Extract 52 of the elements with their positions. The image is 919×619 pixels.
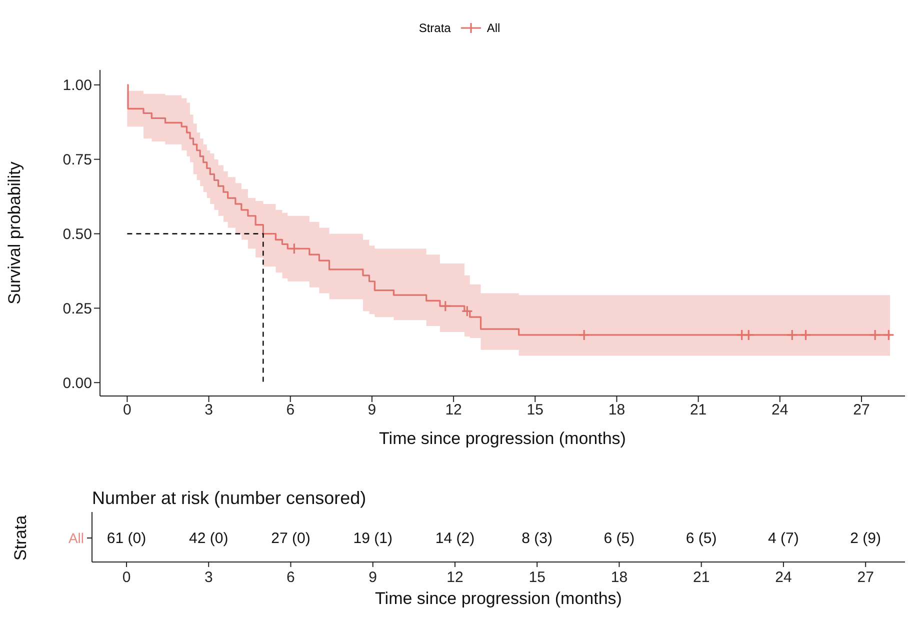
x-tick-label: 9 xyxy=(368,402,376,419)
x-tick-label: 0 xyxy=(123,402,132,419)
y-axis-title: Strata xyxy=(11,514,30,561)
x-tick-label: 9 xyxy=(368,569,378,586)
x-tick-label: 24 xyxy=(772,402,788,419)
y-tick-label: 0.75 xyxy=(62,152,92,169)
text: 61 (0) xyxy=(106,530,146,547)
x-tick-label: 0 xyxy=(122,569,131,586)
text: 19 (1) xyxy=(353,530,392,547)
point xyxy=(461,305,473,317)
point xyxy=(742,329,754,341)
text: 4 (7) xyxy=(768,530,799,547)
text: 6 (5) xyxy=(686,530,717,547)
legend-label: All xyxy=(486,21,500,35)
y-axis-title: Survival probability xyxy=(5,161,24,304)
x-tick-label: 21 xyxy=(692,569,710,586)
text: 8 (3) xyxy=(522,530,553,547)
x-tick-label: 15 xyxy=(528,569,546,586)
x-tick-label: 27 xyxy=(853,402,870,419)
point xyxy=(786,329,798,341)
x-tick-label: 18 xyxy=(610,569,628,586)
point xyxy=(578,329,590,341)
point xyxy=(869,329,881,341)
x-axis-title: Time since progression (months) xyxy=(375,589,622,608)
text: 27 (0) xyxy=(271,530,310,547)
y-tick-label: All xyxy=(68,530,84,546)
text: 6 (5) xyxy=(604,530,635,547)
x-tick-label: 6 xyxy=(286,569,295,586)
x-tick-label: 12 xyxy=(446,569,464,586)
y-tick-label: 0.50 xyxy=(62,226,92,244)
y-tick-label: 1.00 xyxy=(62,77,92,94)
y-tick-label: 0.25 xyxy=(62,300,92,318)
point xyxy=(882,329,894,341)
x-tick-label: 3 xyxy=(204,569,213,586)
y-tick-label: 0.00 xyxy=(62,374,92,392)
x-axis-title: Time since progression (months) xyxy=(379,429,626,448)
chart-title: Number at risk (number censored) xyxy=(92,488,366,508)
point xyxy=(800,329,812,341)
x-tick-label: 27 xyxy=(857,569,874,586)
text: 42 (0) xyxy=(189,530,228,547)
x-tick-label: 12 xyxy=(445,402,462,419)
x-tick-label: 6 xyxy=(286,402,295,419)
x-tick-label: 15 xyxy=(526,402,544,419)
legend-title: Strata xyxy=(418,21,451,35)
text: 2 (9) xyxy=(850,530,882,547)
x-tick-label: 3 xyxy=(204,402,213,419)
text: 14 (2) xyxy=(435,530,475,547)
point xyxy=(288,242,300,254)
x-tick-label: 18 xyxy=(608,402,626,419)
x-tick-label: 21 xyxy=(690,402,707,419)
point xyxy=(440,300,452,312)
x-tick-label: 24 xyxy=(775,569,792,586)
